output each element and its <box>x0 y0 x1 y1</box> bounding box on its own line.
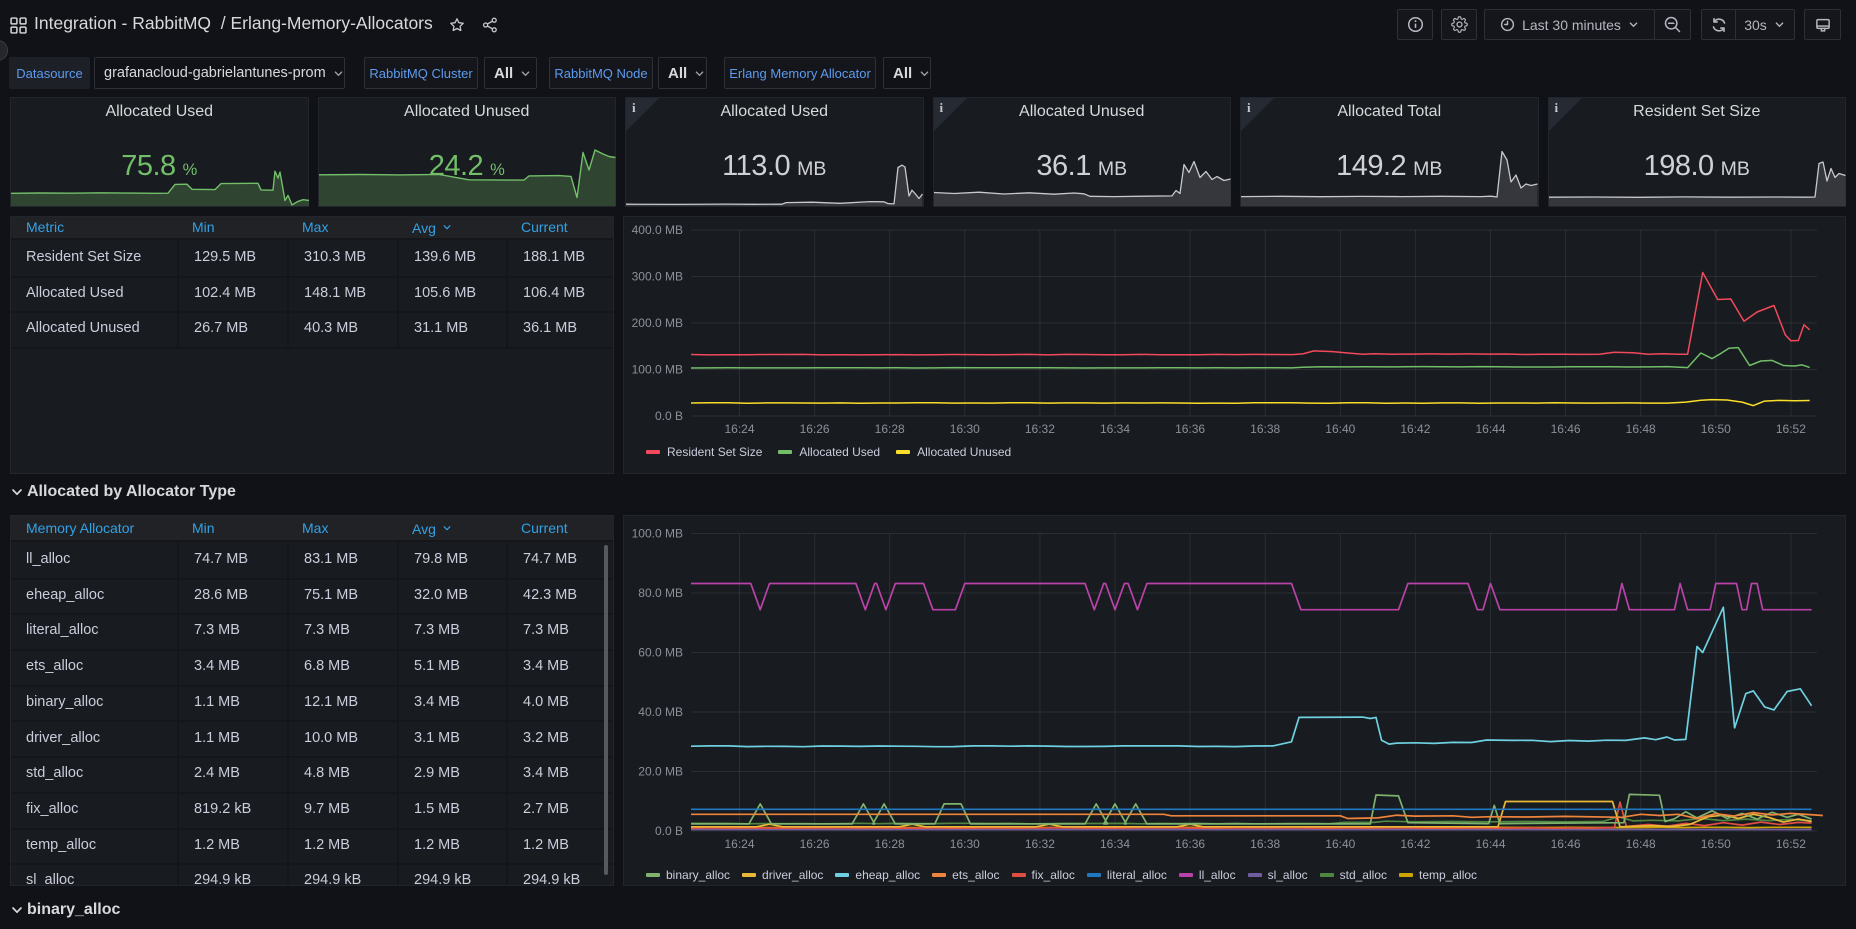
svg-text:16:24: 16:24 <box>724 422 754 436</box>
svg-text:400.0 MB: 400.0 MB <box>632 223 683 237</box>
svg-text:16:40: 16:40 <box>1325 837 1355 851</box>
svg-text:16:42: 16:42 <box>1400 422 1430 436</box>
svg-text:16:34: 16:34 <box>1100 422 1130 436</box>
svg-text:16:32: 16:32 <box>1025 837 1055 851</box>
svg-text:16:38: 16:38 <box>1250 837 1280 851</box>
svg-text:16:26: 16:26 <box>800 422 830 436</box>
svg-text:16:36: 16:36 <box>1175 837 1205 851</box>
svg-text:40.0 MB: 40.0 MB <box>638 705 683 719</box>
svg-text:200.0 MB: 200.0 MB <box>632 316 683 330</box>
svg-text:16:52: 16:52 <box>1776 422 1806 436</box>
svg-text:100.0 MB: 100.0 MB <box>632 363 683 377</box>
svg-text:16:34: 16:34 <box>1100 837 1130 851</box>
svg-text:16:44: 16:44 <box>1475 837 1505 851</box>
svg-text:80.0 MB: 80.0 MB <box>638 586 683 600</box>
svg-text:20.0 MB: 20.0 MB <box>638 765 683 779</box>
svg-text:16:28: 16:28 <box>875 837 905 851</box>
svg-text:16:46: 16:46 <box>1551 837 1581 851</box>
svg-text:16:52: 16:52 <box>1776 837 1806 851</box>
svg-text:100.0 MB: 100.0 MB <box>632 527 683 541</box>
svg-text:0.0 B: 0.0 B <box>655 409 683 423</box>
svg-text:16:30: 16:30 <box>950 837 980 851</box>
svg-text:16:28: 16:28 <box>875 422 905 436</box>
svg-text:16:26: 16:26 <box>800 837 830 851</box>
svg-text:60.0 MB: 60.0 MB <box>638 646 683 660</box>
svg-text:16:36: 16:36 <box>1175 422 1205 436</box>
svg-text:16:40: 16:40 <box>1325 422 1355 436</box>
svg-text:16:30: 16:30 <box>950 422 980 436</box>
svg-text:16:24: 16:24 <box>724 837 754 851</box>
svg-text:16:44: 16:44 <box>1475 422 1505 436</box>
svg-text:0.0 B: 0.0 B <box>655 824 683 838</box>
svg-text:16:48: 16:48 <box>1626 837 1656 851</box>
svg-text:16:50: 16:50 <box>1701 422 1731 436</box>
svg-text:300.0 MB: 300.0 MB <box>632 270 683 284</box>
svg-text:16:50: 16:50 <box>1701 837 1731 851</box>
svg-text:16:48: 16:48 <box>1626 422 1656 436</box>
svg-text:16:38: 16:38 <box>1250 422 1280 436</box>
svg-text:16:46: 16:46 <box>1551 422 1581 436</box>
svg-text:16:32: 16:32 <box>1025 422 1055 436</box>
svg-text:16:42: 16:42 <box>1400 837 1430 851</box>
